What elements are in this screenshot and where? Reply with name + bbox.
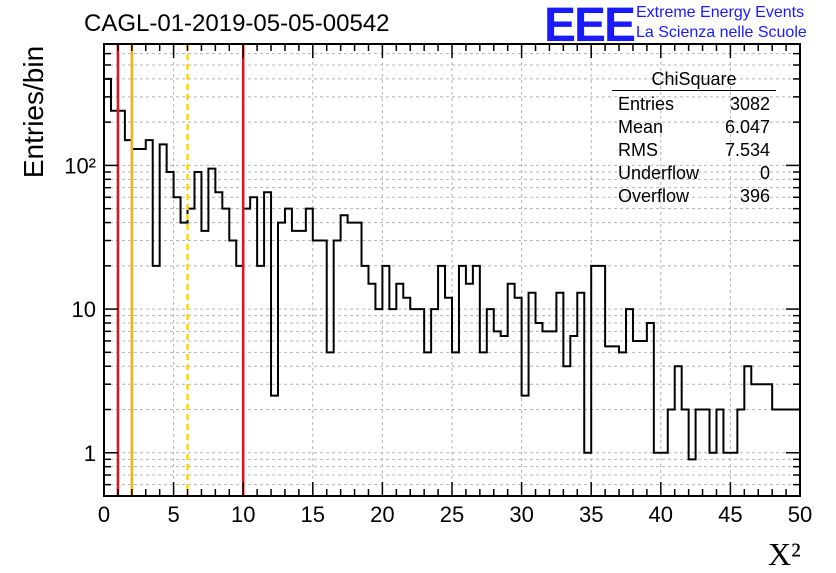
- x-tick-label: 30: [509, 502, 533, 527]
- x-tick-label: 5: [167, 502, 179, 527]
- stats-row-mean: Mean 6.047: [612, 116, 776, 139]
- y-axis-label: Entries/bin: [18, 45, 49, 179]
- stats-value: 396: [739, 186, 770, 206]
- stats-box-name: ChiSquare: [612, 68, 776, 91]
- stats-label: Overflow: [618, 186, 690, 206]
- x-tick-label: 35: [579, 502, 603, 527]
- stats-label: RMS: [618, 140, 658, 160]
- stats-value: 6.047: [724, 117, 770, 137]
- stats-row-rms: RMS 7.534: [612, 139, 776, 162]
- x-tick-label: 45: [718, 502, 742, 527]
- stats-label: Entries: [618, 94, 675, 114]
- y-tick-label: 10: [72, 297, 96, 322]
- x-axis-label: X²: [768, 536, 801, 572]
- chart-title: CAGL-01-2019-05-05-00542: [84, 10, 390, 37]
- x-tick-label: 40: [649, 502, 673, 527]
- stats-row-underflow: Underflow 0: [612, 162, 776, 185]
- x-tick-label: 25: [440, 502, 464, 527]
- stats-row-overflow: Overflow 396: [612, 185, 776, 208]
- y-tick-label: 1: [84, 441, 96, 466]
- logo-mark: EEE: [544, 0, 636, 52]
- x-tick-label: 20: [370, 502, 394, 527]
- x-tick-label: 15: [301, 502, 325, 527]
- logo-line-2: La Scienza nelle Scuole: [636, 24, 807, 41]
- logo-line-1: Extreme Energy Events: [636, 4, 805, 21]
- stats-label: Underflow: [618, 163, 700, 183]
- stats-value: 3082: [729, 94, 770, 114]
- x-tick-label: 10: [231, 502, 255, 527]
- stats-row-entries: Entries 3082: [612, 93, 776, 116]
- x-tick-label: 50: [788, 502, 812, 527]
- stats-box: ChiSquare Entries 3082 Mean 6.047 RMS 7.…: [612, 68, 776, 208]
- y-tick-label: 10²: [64, 153, 96, 178]
- stats-value: 7.534: [724, 140, 770, 160]
- histogram-series: [103, 77, 800, 496]
- stats-value: 0: [759, 163, 770, 183]
- stats-label: Mean: [618, 117, 664, 137]
- x-tick-label: 0: [98, 502, 110, 527]
